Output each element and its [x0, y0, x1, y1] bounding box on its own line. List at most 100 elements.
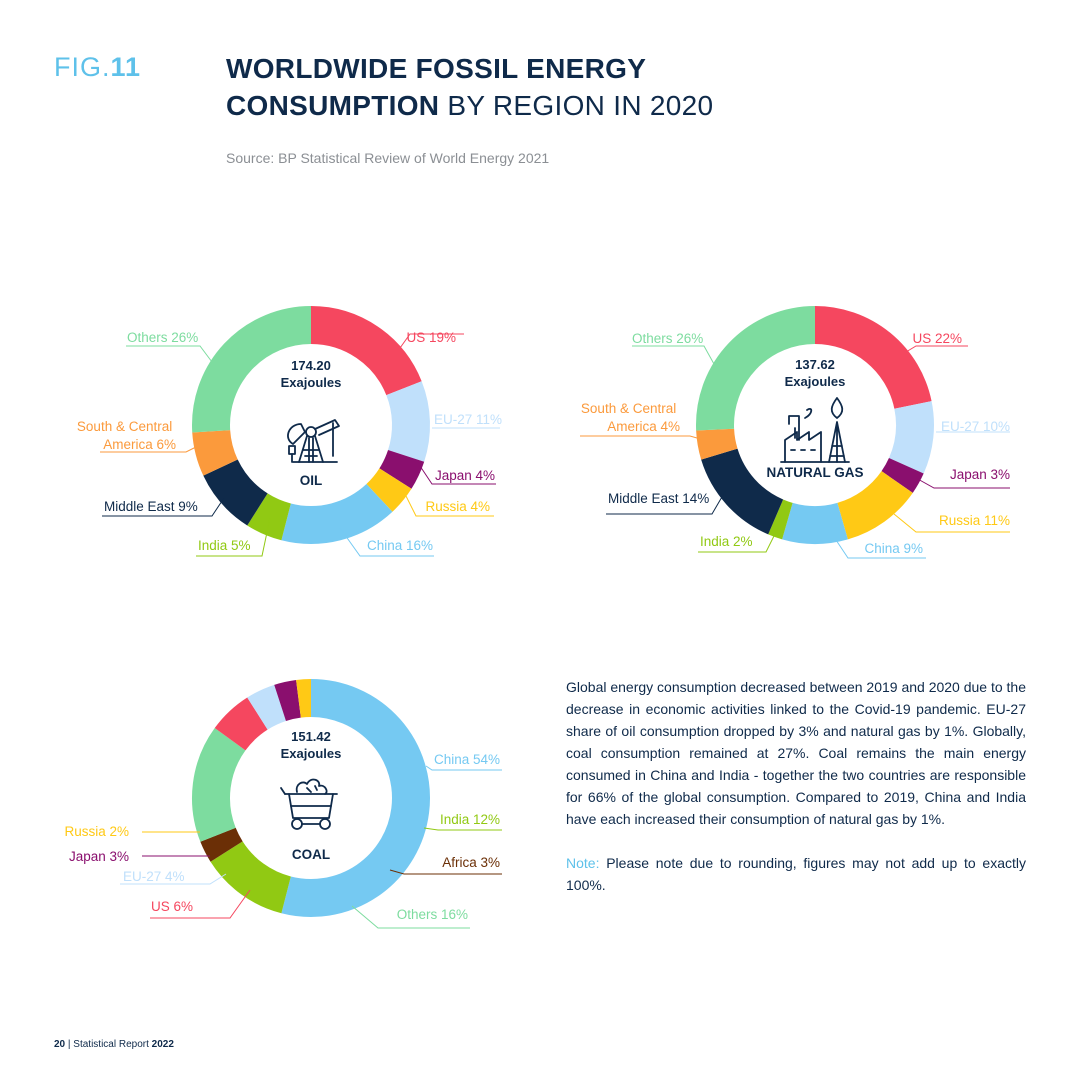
coal-label-others: Others 16%	[397, 907, 468, 922]
report-name: Statistical Report	[73, 1039, 152, 1050]
oil-label-china: China 16%	[367, 538, 433, 553]
oil-leader-india	[196, 517, 271, 557]
coal-slice-africa	[200, 827, 243, 862]
gas-leader-middle-east	[606, 489, 727, 515]
gas-slice-china	[782, 502, 848, 544]
coal-leader-china	[425, 765, 502, 771]
title-line-2-bold: CONSUMPTION	[226, 90, 440, 121]
oil-leader-china	[339, 527, 434, 557]
oil-derrick-icon	[287, 419, 340, 463]
coal-slices	[192, 679, 430, 917]
gas-leader-japan	[915, 477, 1010, 489]
coal-cart-icon	[280, 778, 338, 830]
oil-label-india: India 5%	[198, 538, 251, 553]
figure-prefix: FIG.	[54, 52, 111, 82]
oil-slice-india	[247, 493, 292, 541]
oil-slice-south-central-america	[192, 429, 238, 476]
footer-separator: |	[65, 1039, 74, 1050]
title-line-2-light: BY REGION IN 2020	[439, 90, 714, 121]
coal-label-japan: Japan 3%	[69, 849, 129, 864]
gas-slice-india	[768, 499, 793, 540]
coal-slice-india	[210, 840, 292, 914]
oil-label-south-central: South & Central America 6%	[77, 419, 176, 452]
gas-label-russia: Russia 11%	[939, 513, 1010, 528]
gas-leader-russia	[893, 513, 1010, 533]
gas-label-south-central-line1: South & Central	[581, 401, 676, 416]
summary-paragraph: Global energy consumption decreased betw…	[566, 679, 1027, 827]
coal-total-unit: Exajoules	[281, 746, 342, 761]
coal-label-africa: Africa 3%	[442, 855, 500, 870]
coal-label-china: China 54%	[434, 752, 500, 767]
oil-leader-middle-east	[102, 497, 225, 517]
gas-label-india: India 2%	[700, 534, 753, 549]
oil-total-unit: Exajoules	[281, 375, 342, 390]
oil-label-south-central-line2: America 6%	[103, 437, 176, 452]
figure-number: 11	[110, 52, 142, 82]
coal-total-value: 151.42	[291, 729, 331, 744]
coal-leaders	[120, 765, 502, 929]
coal-label-india: India 12%	[440, 812, 500, 827]
oil-slice-middle-east	[203, 458, 269, 526]
oil-leader-south-central	[100, 445, 199, 453]
oil-slice-others	[192, 306, 312, 433]
gas-slice-middle-east	[701, 447, 784, 535]
gas-slices	[696, 306, 934, 544]
gas-total-value: 137.62	[795, 357, 835, 372]
oil-labels: US 19% EU-27 11% Japan 4% Russia 4% Chin…	[77, 330, 502, 553]
summary-text: Global energy consumption decreased betw…	[566, 676, 1026, 896]
gas-label-south-central-line2: America 4%	[607, 419, 680, 434]
coal-chart-name: COAL	[292, 847, 330, 862]
title-line-1: WORLDWIDE FOSSIL ENERGY	[226, 53, 647, 84]
oil-label-south-central-line1: South & Central	[77, 419, 172, 434]
gas-slice-eu-27	[888, 401, 934, 474]
coal-slice-eu-27	[247, 684, 287, 730]
natural-gas-donut: US 22% EU-27 10% Japan 3% Russia 11% Chi…	[580, 306, 1010, 559]
oil-leader-japan	[419, 465, 496, 485]
oil-label-eu27: EU-27 11%	[434, 412, 502, 427]
gas-slice-us	[814, 306, 932, 410]
oil-slices	[192, 306, 430, 544]
gas-slice-south-central-america	[696, 428, 738, 460]
oil-label-russia: Russia 4%	[425, 499, 490, 514]
page-title: WORLDWIDE FOSSIL ENERGY CONSUMPTION BY R…	[226, 50, 926, 124]
gas-label-us: US 22%	[912, 331, 962, 346]
gas-label-others: Others 26%	[632, 331, 703, 346]
coal-donut: China 54% India 12% Africa 3% Others 16%…	[64, 679, 502, 929]
oil-label-us: US 19%	[406, 330, 456, 345]
oil-leader-us	[399, 333, 464, 349]
coal-slice-us	[214, 697, 269, 751]
coal-leader-india	[423, 827, 502, 831]
gas-slice-russia	[836, 470, 913, 540]
gas-label-japan: Japan 3%	[950, 467, 1010, 482]
gas-label-middle-east: Middle East 14%	[608, 491, 709, 506]
oil-leader-others	[126, 345, 213, 363]
coal-label-us: US 6%	[151, 899, 193, 914]
oil-label-japan: Japan 4%	[435, 468, 495, 483]
oil-slice-eu-27	[386, 381, 430, 462]
note: Note: Please note due to rounding, figur…	[566, 852, 1026, 896]
note-label: Note:	[566, 855, 600, 871]
oil-leader-russia	[403, 491, 494, 517]
gas-slice-japan	[881, 457, 924, 493]
gas-labels: US 22% EU-27 10% Japan 3% Russia 11% Chi…	[581, 331, 1010, 556]
coal-slice-japan	[274, 679, 302, 722]
note-text: Please note due to rounding, figures may…	[566, 855, 1026, 893]
coal-leader-us	[150, 889, 251, 919]
gas-leaders	[580, 345, 1010, 559]
gas-label-china: China 9%	[864, 541, 923, 556]
gas-leader-china	[835, 539, 926, 559]
oil-total-value: 174.20	[291, 358, 331, 373]
gas-leader-south-central	[580, 435, 705, 441]
coal-slice-china	[281, 679, 430, 917]
gas-plant-icon	[780, 397, 850, 463]
oil-slice-japan	[379, 449, 425, 489]
page-number: 20	[54, 1039, 66, 1050]
oil-donut: US 19% EU-27 11% Japan 4% Russia 4% Chin…	[77, 306, 502, 557]
oil-label-others: Others 26%	[127, 330, 198, 345]
coal-labels: China 54% India 12% Africa 3% Others 16%…	[64, 752, 500, 922]
oil-slice-russia	[366, 467, 412, 512]
report-year: 2022	[151, 1039, 174, 1050]
oil-chart-name: OIL	[300, 473, 323, 488]
coal-leader-eu27	[120, 873, 227, 885]
